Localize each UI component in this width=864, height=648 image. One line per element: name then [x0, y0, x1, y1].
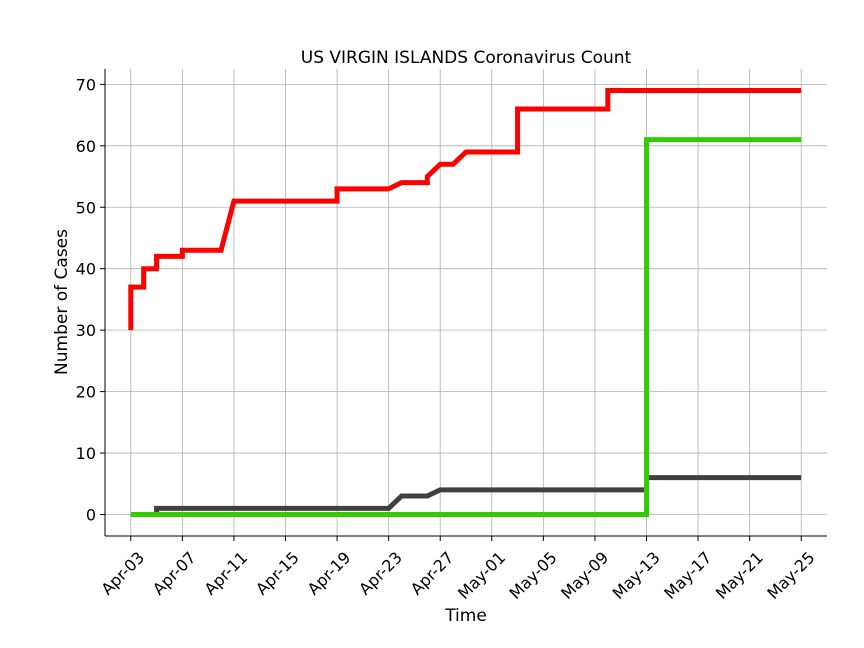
x-tick-label: Apr-27 — [407, 548, 458, 599]
y-tick-label: 50 — [76, 198, 96, 217]
series-line-3 — [130, 137, 802, 517]
series-group — [128, 88, 802, 517]
axes — [104, 69, 827, 537]
y-tick-label: 70 — [76, 75, 96, 94]
y-tick-label: 40 — [76, 260, 96, 279]
series-line-2 — [130, 475, 802, 517]
x-tick-label: Apr-19 — [304, 548, 355, 599]
y-tick-label: 60 — [76, 137, 96, 156]
x-tick-label: May-25 — [763, 548, 818, 603]
y-tick-label: 10 — [76, 444, 96, 463]
y-axis-label: Number of Cases — [52, 229, 72, 375]
y-tick-label: 30 — [76, 321, 96, 340]
x-tick-label: Apr-15 — [252, 548, 303, 599]
x-tick-label: Apr-07 — [149, 548, 200, 599]
x-tick-label: Apr-11 — [200, 548, 251, 599]
x-tick-label: May-21 — [712, 548, 767, 603]
x-tick-label: May-17 — [660, 548, 715, 603]
x-axis-label: Time — [444, 606, 487, 626]
x-tick-label: May-09 — [557, 548, 612, 603]
series-line-1 — [128, 88, 802, 331]
x-tick-label: Apr-23 — [355, 548, 406, 599]
y-tick-label: 20 — [76, 383, 96, 402]
x-tick-label: May-13 — [609, 548, 664, 603]
x-tick-label: May-05 — [506, 548, 561, 603]
y-tick-label: 0 — [86, 505, 96, 524]
chart-title: US VIRGIN ISLANDS Coronavirus Count — [301, 48, 632, 68]
tick-labels: Apr-03 Apr-07 Apr-11 Apr-15 Apr-19 Apr-23 Apr-… — [76, 75, 819, 603]
x-tick-label: Apr-03 — [97, 548, 148, 599]
x-tick-label: May-01 — [454, 548, 509, 603]
